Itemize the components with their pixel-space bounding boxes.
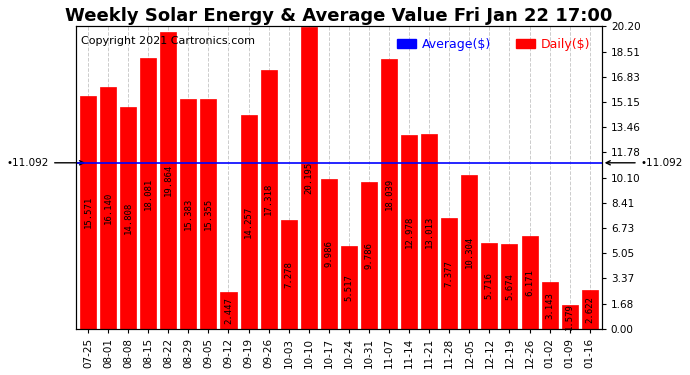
Text: 9.786: 9.786 [364,242,373,269]
Text: 5.716: 5.716 [485,273,494,300]
Legend: Average($), Daily($): Average($), Daily($) [392,33,595,56]
Text: 15.571: 15.571 [83,196,92,228]
Text: 15.383: 15.383 [184,198,193,230]
Bar [441,218,457,329]
Bar [582,290,598,329]
Bar [180,99,197,329]
Bar [281,220,297,329]
Text: 20.195: 20.195 [304,162,313,194]
Text: •11.092: •11.092 [606,158,683,168]
Text: 6.171: 6.171 [525,269,534,296]
Text: 1.579: 1.579 [565,303,574,330]
Bar [261,70,277,329]
Text: 9.986: 9.986 [324,241,333,267]
Text: 19.864: 19.864 [164,164,172,196]
Bar [401,135,417,329]
Bar [80,96,96,329]
Bar [140,58,156,329]
Text: 13.013: 13.013 [424,215,434,248]
Text: 2.622: 2.622 [585,296,594,322]
Text: 17.318: 17.318 [264,183,273,215]
Text: 18.081: 18.081 [144,177,152,210]
Title: Weekly Solar Energy & Average Value Fri Jan 22 17:00: Weekly Solar Energy & Average Value Fri … [65,7,613,25]
Text: 7.377: 7.377 [445,260,454,287]
Bar [100,87,116,329]
Text: 18.039: 18.039 [384,178,393,210]
Text: Copyright 2021 Cartronics.com: Copyright 2021 Cartronics.com [81,36,255,46]
Bar [341,246,357,329]
Bar [522,236,538,329]
Text: 5.517: 5.517 [344,274,353,301]
Bar [301,27,317,329]
Text: •11.092: •11.092 [7,158,83,168]
Bar [462,175,477,329]
Text: 14.257: 14.257 [244,206,253,238]
Bar [562,305,578,329]
Text: 16.140: 16.140 [104,192,112,224]
Bar [120,107,136,329]
Bar [421,134,437,329]
Bar [221,292,237,329]
Text: 3.143: 3.143 [545,292,554,319]
Bar [200,99,217,329]
Bar [502,244,518,329]
Bar [381,59,397,329]
Bar [321,179,337,329]
Text: 14.808: 14.808 [124,202,132,234]
Text: 5.674: 5.674 [505,273,514,300]
Text: 10.304: 10.304 [465,236,474,268]
Text: 7.278: 7.278 [284,261,293,288]
Bar [482,243,497,329]
Bar [241,116,257,329]
Text: 2.447: 2.447 [224,297,233,324]
Bar [361,182,377,329]
Bar [160,32,177,329]
Text: 12.978: 12.978 [404,216,413,248]
Bar [542,282,558,329]
Text: 15.355: 15.355 [204,198,213,230]
